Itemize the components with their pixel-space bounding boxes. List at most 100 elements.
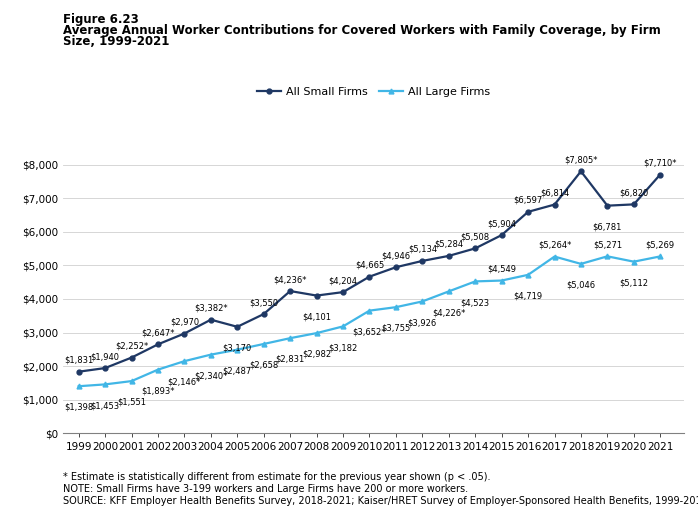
All Small Firms: [524, 209, 533, 215]
Text: $5,284: $5,284: [434, 240, 463, 249]
Text: $2,831: $2,831: [276, 355, 305, 364]
All Large Firms: [101, 381, 110, 387]
Text: $2,970: $2,970: [170, 318, 199, 327]
All Small Firms: [656, 171, 664, 177]
Text: $4,204: $4,204: [329, 276, 357, 285]
Text: NOTE: Small Firms have 3-199 workers and Large Firms have 200 or more workers.: NOTE: Small Firms have 3-199 workers and…: [63, 484, 468, 494]
Text: $6,814: $6,814: [540, 188, 569, 197]
Text: $1,398: $1,398: [64, 403, 94, 412]
All Large Firms: [392, 304, 400, 310]
Text: $2,340*: $2,340*: [194, 371, 228, 380]
Text: $6,820: $6,820: [619, 188, 648, 197]
Text: $2,146*: $2,146*: [168, 378, 201, 387]
All Small Firms: [445, 253, 453, 259]
Text: $5,269: $5,269: [646, 240, 675, 249]
Text: SOURCE: KFF Employer Health Benefits Survey, 2018-2021; Kaiser/HRET Survey of Em: SOURCE: KFF Employer Health Benefits Sur…: [63, 496, 698, 506]
Text: $2,487: $2,487: [223, 366, 252, 375]
Line: All Large Firms: All Large Firms: [76, 254, 662, 388]
All Large Firms: [154, 366, 162, 373]
All Large Firms: [313, 330, 321, 336]
All Small Firms: [101, 365, 110, 371]
All Large Firms: [260, 341, 268, 347]
Text: $4,523: $4,523: [461, 298, 490, 307]
All Small Firms: [207, 317, 215, 323]
Text: $2,982: $2,982: [302, 350, 331, 359]
Text: $3,755: $3,755: [381, 324, 410, 333]
All Small Firms: [75, 369, 83, 375]
Text: $5,264*: $5,264*: [538, 240, 571, 249]
All Large Firms: [365, 308, 373, 314]
All Small Firms: [339, 289, 347, 295]
Text: $3,550: $3,550: [249, 298, 279, 307]
All Large Firms: [603, 253, 611, 259]
Text: $3,926: $3,926: [408, 318, 437, 327]
All Small Firms: [498, 232, 506, 238]
Legend: All Small Firms, All Large Firms: All Small Firms, All Large Firms: [253, 82, 494, 101]
Text: $5,046: $5,046: [566, 280, 595, 290]
All Large Firms: [498, 277, 506, 284]
Text: $5,134: $5,134: [408, 245, 437, 254]
Text: $1,831: $1,831: [64, 356, 94, 365]
Text: $1,551: $1,551: [117, 398, 146, 407]
All Small Firms: [471, 245, 480, 251]
Text: $7,805*: $7,805*: [564, 155, 597, 164]
Text: $1,453: $1,453: [91, 401, 119, 410]
All Small Firms: [313, 292, 321, 299]
Text: $4,946: $4,946: [381, 251, 410, 260]
All Large Firms: [207, 352, 215, 358]
All Small Firms: [154, 341, 162, 348]
All Large Firms: [445, 288, 453, 295]
All Small Firms: [392, 264, 400, 270]
Text: $4,236*: $4,236*: [274, 275, 307, 284]
All Small Firms: [365, 274, 373, 280]
All Large Firms: [550, 254, 558, 260]
All Large Firms: [630, 258, 638, 265]
All Large Firms: [339, 323, 347, 330]
Text: $4,226*: $4,226*: [432, 308, 466, 317]
Text: $4,665: $4,665: [355, 261, 384, 270]
Text: $5,904: $5,904: [487, 219, 516, 228]
All Small Firms: [577, 168, 585, 174]
All Small Firms: [550, 202, 558, 208]
Text: $2,647*: $2,647*: [141, 329, 174, 338]
Text: $5,112: $5,112: [619, 278, 648, 287]
Text: $2,252*: $2,252*: [115, 342, 148, 351]
Text: Figure 6.23: Figure 6.23: [63, 13, 139, 26]
All Small Firms: [260, 311, 268, 317]
Text: $4,719: $4,719: [514, 291, 542, 300]
All Small Firms: [233, 323, 242, 330]
Line: All Small Firms: All Small Firms: [76, 169, 662, 374]
All Large Firms: [233, 346, 242, 353]
All Small Firms: [180, 330, 188, 337]
All Large Firms: [75, 383, 83, 390]
Text: Size, 1999-2021: Size, 1999-2021: [63, 35, 169, 48]
Text: $7,710*: $7,710*: [644, 159, 677, 167]
All Large Firms: [418, 298, 426, 304]
All Small Firms: [630, 201, 638, 207]
All Large Firms: [656, 253, 664, 259]
Text: $5,508: $5,508: [461, 233, 490, 242]
All Large Firms: [127, 378, 135, 384]
All Large Firms: [577, 261, 585, 267]
All Large Firms: [286, 335, 295, 341]
Text: $4,549: $4,549: [487, 265, 516, 274]
Text: $3,170: $3,170: [223, 343, 252, 352]
Text: $6,597: $6,597: [514, 196, 543, 205]
All Large Firms: [471, 278, 480, 285]
Text: $2,658: $2,658: [249, 361, 279, 370]
Text: $1,893*: $1,893*: [141, 386, 174, 395]
Text: $1,940: $1,940: [91, 352, 119, 361]
Text: $3,652*: $3,652*: [352, 327, 386, 337]
Text: * Estimate is statistically different from estimate for the previous year shown : * Estimate is statistically different fr…: [63, 472, 490, 482]
Text: $3,382*: $3,382*: [194, 304, 228, 313]
Text: Average Annual Worker Contributions for Covered Workers with Family Coverage, by: Average Annual Worker Contributions for …: [63, 24, 660, 37]
All Small Firms: [418, 258, 426, 264]
Text: $5,271: $5,271: [593, 240, 622, 249]
All Large Firms: [524, 272, 533, 278]
All Small Firms: [286, 288, 295, 294]
All Small Firms: [603, 203, 611, 209]
Text: $4,101: $4,101: [302, 312, 331, 321]
Text: $6,781: $6,781: [593, 223, 622, 232]
All Large Firms: [180, 358, 188, 364]
All Small Firms: [127, 354, 135, 361]
